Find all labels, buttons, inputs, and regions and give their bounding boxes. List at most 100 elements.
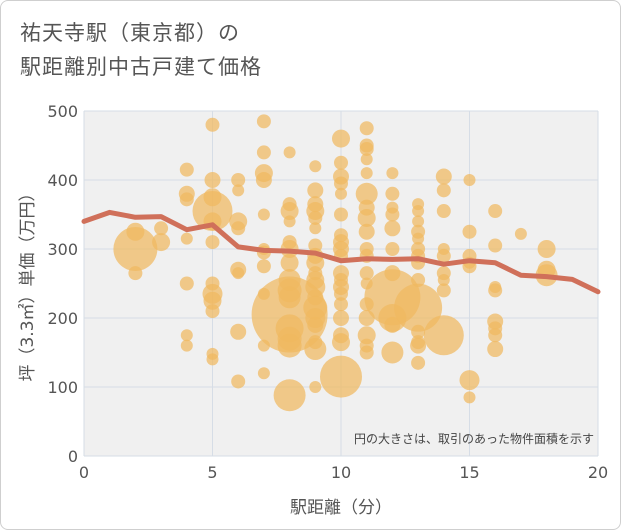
data-point [335,187,347,200]
data-point [179,192,194,207]
data-point [488,283,503,298]
data-point [205,117,220,132]
data-point [205,235,220,250]
data-point [306,253,325,272]
data-point [304,338,327,361]
data-point [128,266,143,281]
data-point [283,146,296,159]
data-point [488,328,503,343]
data-point [412,232,425,245]
data-point [412,205,425,218]
data-point [320,355,362,398]
data-point [357,208,376,227]
x-tick-label: 20 [588,463,608,482]
data-point [154,221,169,236]
data-point [206,353,219,366]
data-point [463,391,476,404]
data-point [256,145,271,160]
data-point [359,121,374,136]
data-point [126,222,145,241]
data-point [334,207,348,222]
data-point [180,329,193,342]
data-point [411,273,426,288]
bubble-layer [113,114,558,412]
data-point [488,238,503,253]
chart-annotation: 円の大きさは、取引のあった物件面積を示す [354,431,594,446]
trend-layer [81,209,601,295]
data-point [256,259,271,274]
data-point [385,186,400,201]
data-point [436,204,451,219]
chart-title: 祐天寺駅（東京都）の 駅距離別中古戸建て価格 [20,21,262,79]
data-point [360,153,373,166]
data-point [355,182,378,205]
data-point [255,172,272,188]
y-tick-label: 400 [47,171,78,190]
x-tick-label: 10 [331,463,351,482]
data-point [307,182,324,199]
data-point [357,326,376,345]
data-point [309,222,322,235]
y-tick-label: 200 [47,309,78,328]
data-point [180,339,193,352]
data-point [487,341,504,358]
data-point [113,227,158,271]
data-point [411,324,426,339]
data-point [359,266,374,281]
data-point [257,367,270,380]
data-point [411,355,426,370]
data-point [309,160,322,173]
data-point [459,370,480,391]
data-point [334,176,348,191]
data-point [360,167,373,180]
x-axis-label: 駅距離（分） [290,498,392,518]
data-point [384,220,401,237]
data-point [280,253,299,272]
data-point [192,191,233,232]
data-point [152,233,171,252]
y-axis-label: 坪（3.3㎡）単価（万円） [18,184,38,381]
data-point [205,304,220,319]
data-point [423,315,464,356]
data-point [280,202,299,221]
data-point [537,240,556,258]
data-point [514,227,527,240]
data-point [180,232,193,245]
data-point [359,345,374,360]
data-point [332,333,350,352]
data-point [231,173,246,187]
data-point [230,323,247,340]
data-point [273,379,306,412]
data-point [333,310,349,326]
data-point [412,215,425,228]
x-tick-label: 0 [79,463,89,482]
data-point [334,155,348,170]
data-point [410,337,427,354]
data-point [463,174,476,186]
data-point [232,267,245,280]
data-point [381,341,404,364]
data-point [307,316,324,333]
data-point [437,274,450,287]
data-point [436,183,451,198]
y-tick-label: 0 [68,447,78,466]
y-tick-label: 300 [47,240,78,259]
data-point [334,286,348,301]
data-point [232,184,245,197]
data-point [436,248,451,263]
data-point [385,242,400,256]
data-point [436,283,451,298]
data-point [394,283,443,332]
data-point [332,129,350,148]
data-point [179,162,194,177]
data-point [359,141,374,156]
y-tick-label: 100 [47,378,78,397]
data-point [462,224,477,239]
y-tick-label: 500 [47,102,78,121]
data-point [231,221,246,236]
data-point [257,208,270,221]
trend-line [81,209,601,295]
data-point [277,333,302,358]
